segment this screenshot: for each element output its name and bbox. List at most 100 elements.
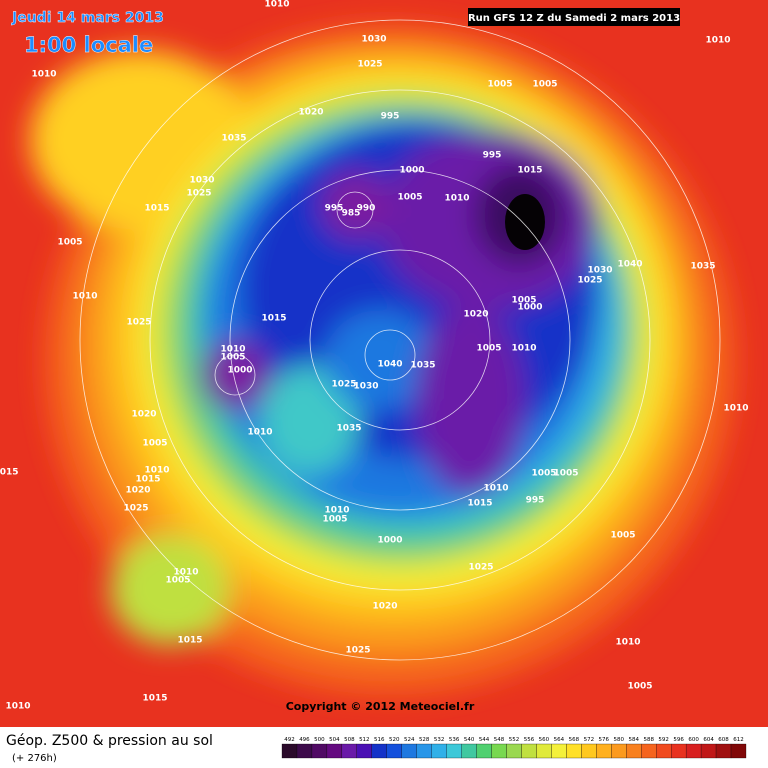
scale-label: 580 [614, 737, 625, 743]
isobar-label: 1035 [221, 134, 246, 144]
scale-label: 508 [344, 737, 355, 743]
isobar-label: 1020 [125, 486, 150, 496]
scale-cell [491, 743, 507, 759]
isobar-label: 1020 [463, 310, 488, 320]
isobar-label: 1005 [142, 439, 167, 449]
scale-label: 564 [554, 737, 565, 743]
isobar-label: 1000 [517, 303, 542, 313]
isobar-label: 1015 [261, 314, 286, 324]
scale-cell [341, 743, 357, 759]
isobar-label: 1005 [487, 80, 512, 90]
isobar-label: 1010 [511, 344, 536, 354]
isobar-label: 1005 [476, 344, 501, 354]
isobar-label: 1010 [247, 428, 272, 438]
isobar-label: 1025 [123, 504, 148, 514]
isobar-label: 1020 [131, 410, 156, 420]
scale-cell [671, 743, 687, 759]
isobar-label: 1010 [31, 70, 56, 80]
isobar-label: 1015 [517, 166, 542, 176]
scale-label: 540 [464, 737, 475, 743]
isobar-label: 1025 [577, 276, 602, 286]
scale-cell [311, 743, 328, 759]
isobar-label: 995 [483, 151, 502, 161]
footer-title: Géop. Z500 & pression au sol [6, 733, 213, 749]
isobar-label: 1025 [186, 189, 211, 199]
footer-subtitle: (+ 276h) [12, 753, 57, 764]
isobar-label: 1005 [610, 531, 635, 541]
isobar-label: 1010 [483, 484, 508, 494]
run-box [468, 8, 680, 26]
run-info: Run GFS 12 Z du Samedi 2 mars 2013 [468, 13, 680, 24]
isobar-label: 1005 [57, 238, 82, 248]
scale-label: 496 [299, 737, 310, 743]
isobar-label: 1040 [377, 360, 402, 370]
isobar-label: 1010 [723, 404, 748, 414]
scale-cell [730, 743, 747, 759]
isobar-label: 1025 [345, 646, 370, 656]
isobar-label: 1025 [126, 318, 151, 328]
scale-cell [506, 743, 522, 759]
scale-label: 608 [718, 737, 729, 743]
isobar-label: 1005 [553, 469, 578, 479]
isobar-label: 1010 [144, 466, 169, 476]
isobar-label: 995 [325, 204, 344, 214]
scale-label: 532 [434, 737, 445, 743]
isobar-label: 1015 [142, 694, 167, 704]
scale-label: 536 [449, 737, 460, 743]
isobar-label: 995 [526, 496, 545, 506]
scale-cell [551, 743, 567, 759]
isobar-label: 1015 [467, 499, 492, 509]
isobar-label: 1030 [361, 35, 386, 45]
isobar-label: 1020 [372, 602, 397, 612]
scale-cell [371, 743, 387, 759]
scale-label: 568 [569, 737, 580, 743]
isobar-label: 1010 [705, 36, 730, 46]
isobar-label: 1010 [324, 506, 349, 516]
scale-label: 572 [584, 737, 595, 743]
isobar-label: 1015 [0, 468, 19, 478]
isobar-label: 1010 [444, 194, 469, 204]
isobar-label: 1005 [532, 80, 557, 90]
isobar-label: 1035 [410, 361, 435, 371]
scale-label: 492 [284, 737, 295, 743]
scale-label: 500 [314, 737, 325, 743]
isobar-label: 1010 [615, 638, 640, 648]
scale-cell [401, 743, 417, 759]
scale-label: 560 [539, 737, 550, 743]
time: 1:00 locale [24, 33, 153, 57]
scale-cell [581, 743, 597, 759]
scale-cell [461, 743, 477, 759]
scale-cell [326, 743, 343, 759]
isobar-label: 1015 [144, 204, 169, 214]
isobar-label: 985 [342, 209, 361, 219]
isobar-label: 1020 [298, 108, 323, 118]
scale-cell [641, 743, 657, 759]
scale-label: 600 [688, 737, 699, 743]
isobar-label: 1010 [264, 0, 289, 10]
scale-label: 576 [599, 737, 610, 743]
scale-cell [476, 743, 492, 759]
scale-label: 504 [329, 737, 340, 743]
isobar-label: 1000 [399, 166, 424, 176]
isobar-label: 1040 [617, 260, 642, 270]
copyright: Copyright © 2012 Meteociel.fr [286, 700, 475, 713]
scale-label: 596 [673, 737, 684, 743]
isobar-label: 1000 [227, 366, 252, 376]
isobar-label: 995 [381, 112, 400, 122]
scale-cell [281, 743, 298, 759]
isobar-label: 1005 [165, 576, 190, 586]
scale-cell [431, 743, 447, 759]
isobar-label: 1010 [5, 702, 30, 712]
isobar-label: 1030 [189, 176, 214, 186]
isobar-label: 990 [357, 204, 376, 214]
isobar-label: 1005 [531, 469, 556, 479]
isobar-label: 1015 [177, 636, 202, 646]
isobar-label: 1025 [357, 60, 382, 70]
isobar-label: 1025 [331, 380, 356, 390]
isobar-label: 1030 [353, 382, 378, 392]
scale-label: 516 [374, 737, 385, 743]
scale-cell [685, 743, 702, 759]
scale-label: 612 [733, 737, 744, 743]
